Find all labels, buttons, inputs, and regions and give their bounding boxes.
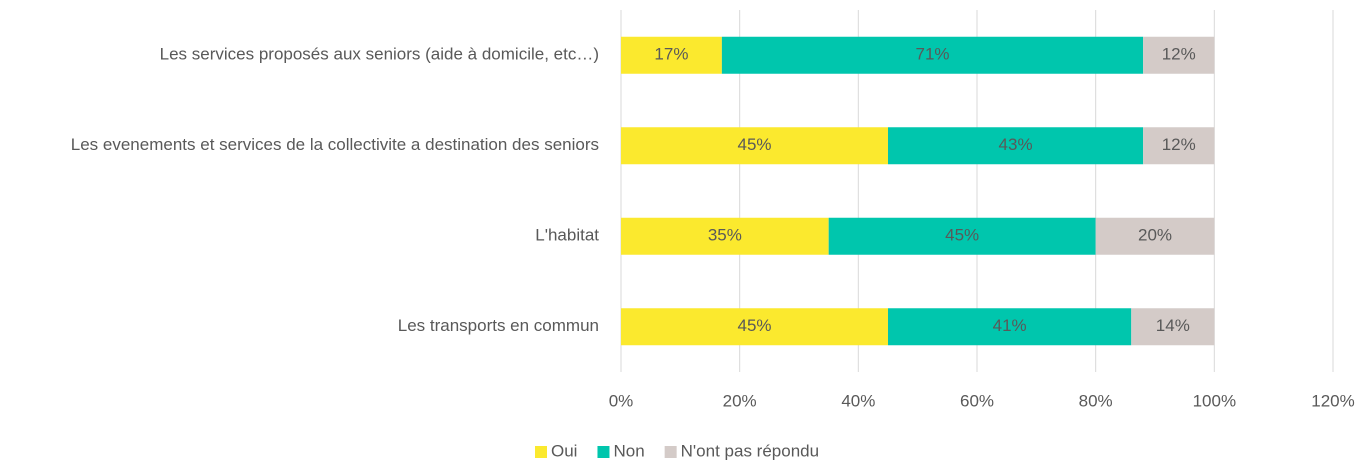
legend-label: Oui — [551, 441, 577, 460]
legend-swatch — [597, 446, 610, 458]
bar-segment — [621, 308, 888, 346]
bar-segment — [1143, 127, 1215, 165]
data-label: 17% — [654, 45, 688, 64]
legend-swatch — [535, 446, 547, 458]
legend-label: Non — [613, 441, 644, 460]
data-label: 12% — [1162, 45, 1196, 64]
x-tick-label: 20% — [723, 391, 757, 410]
x-tick-label: 120% — [1311, 391, 1354, 410]
legend-swatch — [664, 446, 677, 458]
data-label: 20% — [1138, 226, 1172, 245]
data-label: 12% — [1162, 135, 1196, 154]
data-label: 41% — [993, 316, 1027, 335]
y-tick-label: Les evenements et services de la collect… — [71, 135, 599, 154]
x-tick-label: 80% — [1079, 391, 1113, 410]
data-label: 43% — [999, 135, 1033, 154]
y-tick-label: L'habitat — [535, 226, 599, 245]
bar-segment — [621, 127, 888, 165]
bar-segment — [888, 127, 1144, 165]
bar-segment — [888, 308, 1132, 346]
data-label: 45% — [945, 226, 979, 245]
data-label: 71% — [915, 45, 949, 64]
bar-segment — [621, 217, 829, 255]
bar-segment — [828, 217, 1096, 255]
bar-segment — [1143, 36, 1215, 74]
bar-segment — [1095, 217, 1215, 255]
x-tick-label: 40% — [841, 391, 875, 410]
data-label: 35% — [708, 226, 742, 245]
bar-segment — [1131, 308, 1215, 346]
x-tick-label: 60% — [960, 391, 994, 410]
data-label: 14% — [1156, 316, 1190, 335]
y-tick-label: Les transports en commun — [398, 316, 599, 335]
bar-segment — [621, 36, 722, 74]
legend-label: N'ont pas répondu — [681, 441, 819, 460]
bar-segment — [721, 36, 1144, 74]
y-tick-label: Les services proposés aux seniors (aide … — [160, 45, 599, 64]
x-tick-label: 100% — [1193, 391, 1236, 410]
data-label: 45% — [737, 135, 771, 154]
data-label: 45% — [737, 316, 771, 335]
x-tick-label: 0% — [609, 391, 634, 410]
